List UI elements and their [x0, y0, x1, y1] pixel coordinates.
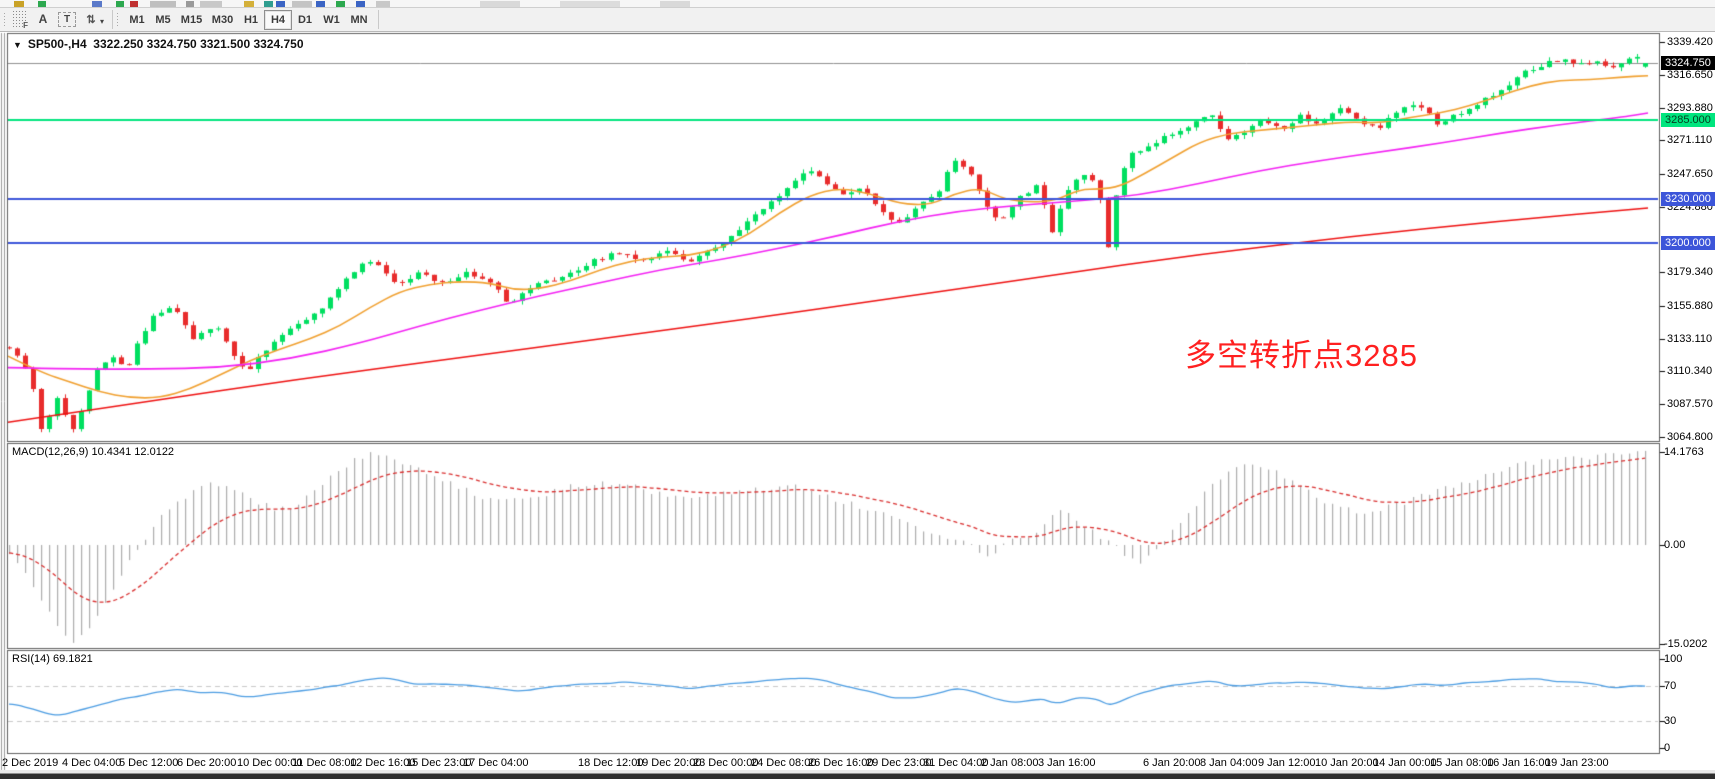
time-axis-label: 17 Dec 04:00	[463, 757, 529, 769]
price-axis-tick: 3064.800	[1667, 431, 1713, 443]
time-axis-label: 26 Dec 16:00	[808, 757, 874, 769]
rsi-axis-tick: 100	[1664, 653, 1683, 665]
level-price-box[interactable]: 3230.000	[1661, 192, 1715, 206]
window-bottom-edge	[0, 770, 1715, 779]
macd-axis-tick: -15.0202	[1664, 638, 1708, 650]
rsi-axis-tick: 70	[1664, 680, 1677, 692]
time-axis-label: 18 Dec 12:00	[578, 757, 644, 769]
price-axis-tick: 3316.650	[1667, 69, 1713, 81]
rsi-indicator-label: RSI(14) 69.1821	[12, 653, 93, 665]
time-axis-label: 5 Dec 12:00	[119, 757, 179, 769]
time-axis-label: 2 Dec 2019	[2, 757, 59, 769]
chart-ohlc-values: 3322.250 3324.750 3321.500 3324.750	[93, 37, 304, 51]
rsi-axis-tick: 0	[1664, 742, 1671, 754]
time-axis-label: 29 Dec 23:00	[866, 757, 932, 769]
time-axis-label: 10 Dec 00:00	[237, 757, 303, 769]
time-axis-label: 11 Dec 08:00	[292, 757, 357, 769]
price-axis-tick: 3179.340	[1667, 266, 1713, 278]
time-axis-label: 4 Dec 04:00	[62, 757, 122, 769]
taskbar-edge	[0, 773, 1715, 779]
time-axis-label: 12 Dec 16:00	[350, 757, 416, 769]
macd-axis-tick: 14.1763	[1664, 446, 1704, 458]
price-axis-tick: 3339.420	[1667, 36, 1713, 48]
price-axis-tick: 3110.340	[1667, 365, 1713, 377]
macd-axis-tick: 0.00	[1664, 539, 1686, 551]
time-axis-label: 24 Dec 08:00	[751, 757, 817, 769]
time-axis-label: 16 Jan 16:00	[1487, 757, 1551, 769]
time-axis-label: 15 Jan 08:00	[1430, 757, 1494, 769]
level-price-box[interactable]: 3285.000	[1661, 113, 1715, 127]
price-axis-tick: 3293.880	[1667, 102, 1713, 114]
chart-symbol-period: SP500-,H4	[27, 37, 87, 51]
price-axis-tick: 3155.880	[1667, 300, 1713, 312]
time-axis-label: 19 Jan 23:00	[1545, 757, 1609, 769]
chart-text-annotation[interactable]: 多空转折点3285	[1185, 338, 1418, 373]
time-axis-label: 14 Jan 00:00	[1373, 757, 1437, 769]
time-axis-label: 3 Jan 16:00	[1038, 757, 1096, 769]
price-axis-tick: 3087.570	[1667, 398, 1713, 410]
time-axis-label: 10 Jan 20:00	[1315, 757, 1379, 769]
price-axis-tick: 3247.650	[1667, 168, 1713, 180]
last-price-box: 3324.750	[1661, 56, 1715, 70]
time-axis-label: 23 Dec 00:00	[693, 757, 759, 769]
chart-title: ▼ SP500-,H4 3322.250 3324.750 3321.500 33…	[13, 37, 304, 51]
macd-indicator-label: MACD(12,26,9) 10.4341 12.0122	[12, 446, 175, 458]
price-axis-tick: 3271.110	[1667, 134, 1713, 146]
level-price-box[interactable]: 3200.000	[1661, 236, 1715, 250]
time-axis-label: 6 Jan 20:00	[1143, 757, 1201, 769]
time-axis-label: 19 Dec 20:00	[636, 757, 702, 769]
time-axis-label: 15 Dec 23:00	[406, 757, 472, 769]
time-axis-label: 9 Jan 12:00	[1258, 757, 1316, 769]
price-axis-tick: 3133.110	[1667, 333, 1713, 345]
time-axis-label: 31 Dec 04:00	[923, 757, 989, 769]
chart-title-dropdown-icon[interactable]: ▼	[13, 40, 22, 50]
time-axis-label: 8 Jan 04:00	[1200, 757, 1258, 769]
time-axis-label: 6 Dec 20:00	[177, 757, 237, 769]
rsi-axis-tick: 30	[1664, 715, 1677, 727]
time-axis-label: 2 Jan 08:00	[981, 757, 1039, 769]
